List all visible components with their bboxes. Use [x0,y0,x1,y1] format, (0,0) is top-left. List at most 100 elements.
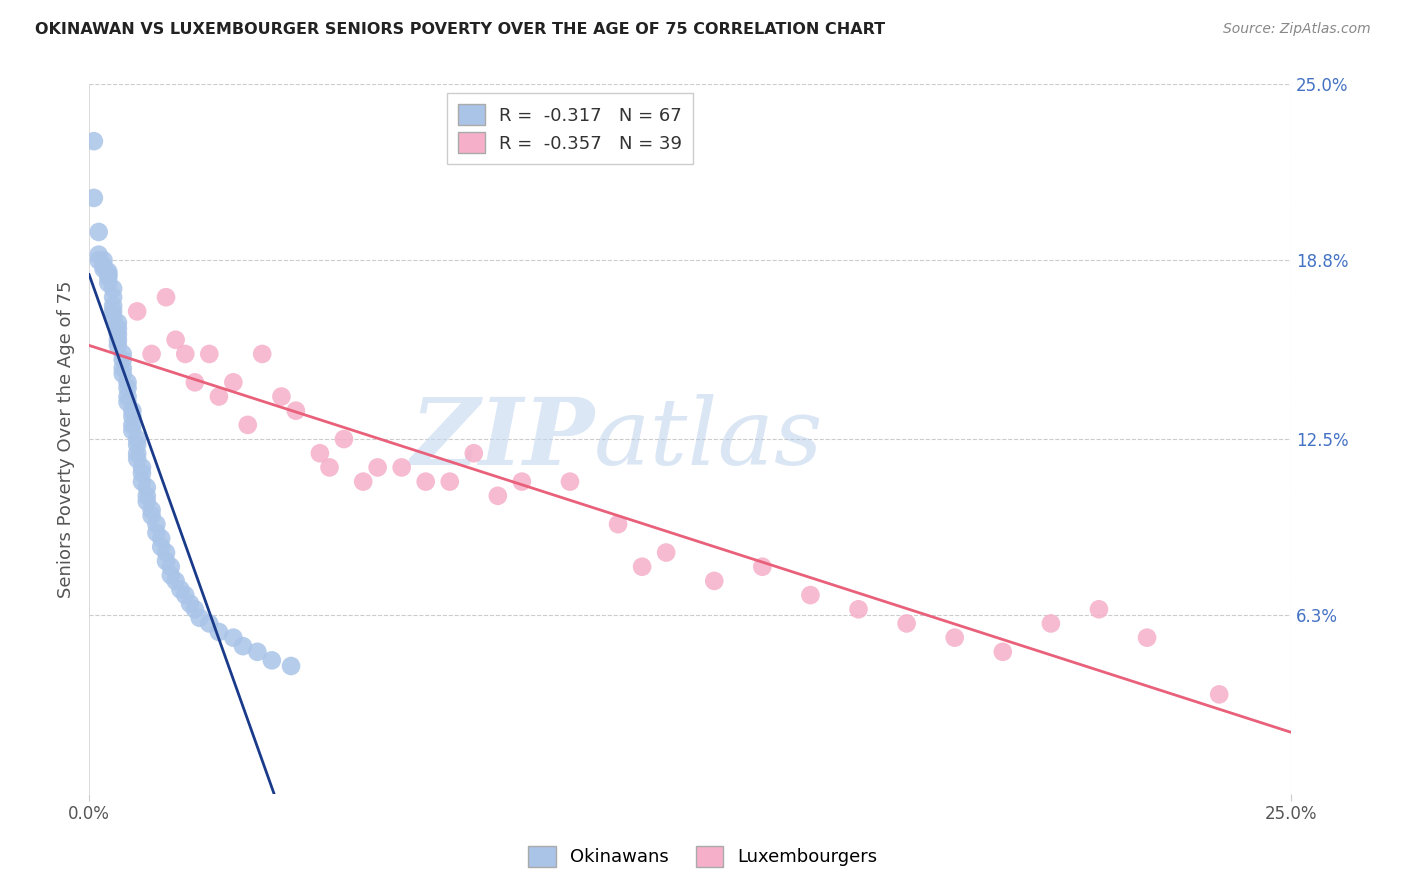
Point [155,290,177,304]
Point [135,489,157,503]
Point [848,602,870,616]
Point [188,611,211,625]
Point [127,438,149,452]
Point [174,588,197,602]
Point [655,545,678,559]
Point [222,376,245,390]
Point [1136,631,1159,645]
Point [232,639,254,653]
Point [896,616,918,631]
Point [87,225,110,239]
Point [127,451,149,466]
Point [101,310,124,324]
Point [943,631,966,645]
Point [165,574,187,588]
Point [631,559,654,574]
Y-axis label: Seniors Poverty Over the Age of 75: Seniors Poverty Over the Age of 75 [58,280,75,598]
Point [352,475,374,489]
Point [333,432,356,446]
Point [250,347,273,361]
Point [145,525,167,540]
Point [83,134,105,148]
Point [155,554,177,568]
Point [318,460,340,475]
Point [117,395,139,409]
Point [236,417,259,432]
Point [367,460,389,475]
Point [260,653,283,667]
Point [117,376,139,390]
Point [107,333,129,347]
Point [97,276,120,290]
Point [131,466,153,480]
Point [198,347,221,361]
Point [121,417,143,432]
Point [127,446,149,460]
Point [117,390,139,404]
Point [222,631,245,645]
Point [165,333,187,347]
Text: Source: ZipAtlas.com: Source: ZipAtlas.com [1223,22,1371,37]
Legend: Okinawans, Luxembourgers: Okinawans, Luxembourgers [522,838,884,874]
Point [558,475,581,489]
Point [131,475,153,489]
Point [101,290,124,304]
Point [93,253,115,268]
Point [159,559,181,574]
Point [107,327,129,342]
Point [246,645,269,659]
Point [121,409,143,424]
Text: OKINAWAN VS LUXEMBOURGER SENIORS POVERTY OVER THE AGE OF 75 CORRELATION CHART: OKINAWAN VS LUXEMBOURGER SENIORS POVERTY… [35,22,886,37]
Legend: R =  -0.317   N = 67, R =  -0.357   N = 39: R = -0.317 N = 67, R = -0.357 N = 39 [447,94,693,164]
Point [93,261,115,276]
Point [270,390,292,404]
Point [174,347,197,361]
Point [1039,616,1062,631]
Point [607,517,630,532]
Point [799,588,821,602]
Point [111,367,134,381]
Point [107,338,129,352]
Point [93,259,115,273]
Point [159,568,181,582]
Point [991,645,1014,659]
Point [83,191,105,205]
Point [463,446,485,460]
Point [703,574,725,588]
Point [101,304,124,318]
Point [1088,602,1111,616]
Point [1208,687,1230,701]
Point [280,659,302,673]
Point [208,390,231,404]
Point [184,376,207,390]
Point [439,475,461,489]
Point [284,403,307,417]
Point [97,265,120,279]
Point [751,559,773,574]
Point [150,540,173,554]
Point [121,403,143,417]
Point [198,616,221,631]
Point [208,624,231,639]
Point [127,304,149,318]
Point [111,347,134,361]
Point [135,480,157,494]
Point [111,352,134,367]
Point [97,270,120,285]
Point [117,381,139,395]
Point [179,597,201,611]
Point [141,347,163,361]
Point [145,517,167,532]
Point [111,361,134,376]
Point [131,460,153,475]
Point [101,299,124,313]
Point [415,475,437,489]
Point [87,253,110,268]
Point [121,424,143,438]
Point [141,503,163,517]
Point [97,268,120,282]
Point [391,460,413,475]
Point [184,602,207,616]
Point [510,475,533,489]
Point [101,282,124,296]
